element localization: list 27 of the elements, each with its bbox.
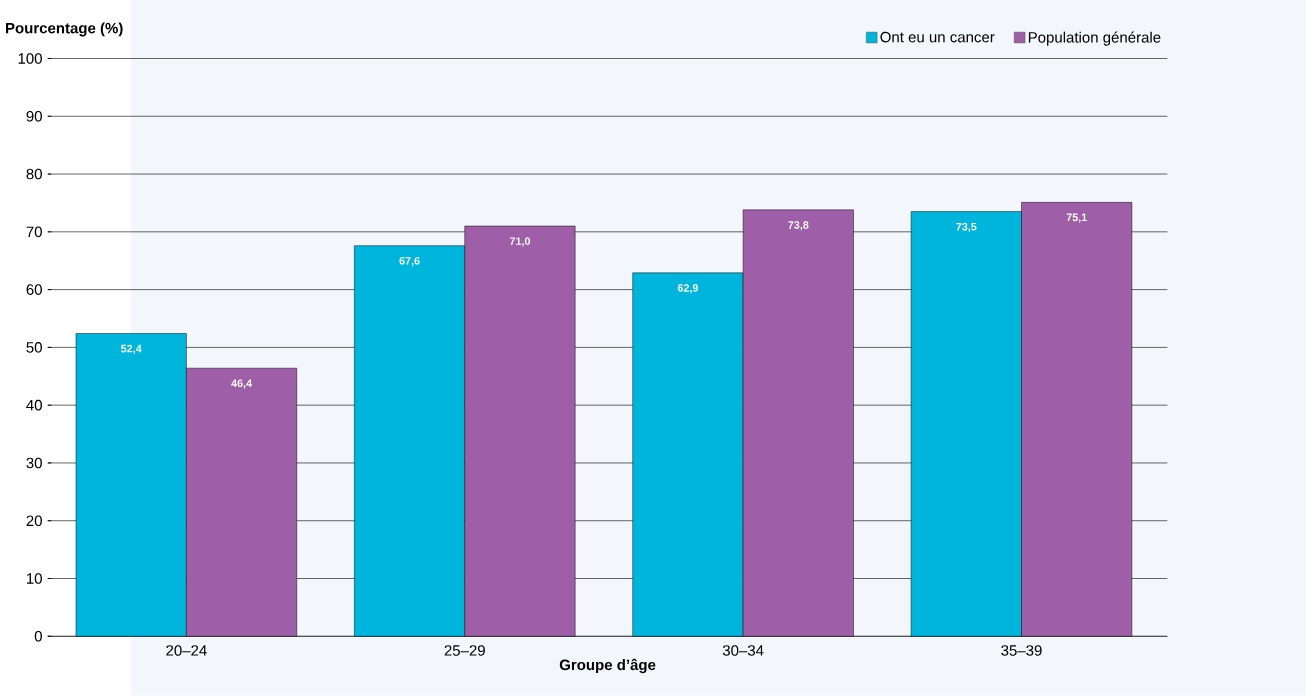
data-label: 46,4: [231, 379, 253, 389]
y-tick-label: 60: [26, 284, 42, 296]
x-axis-title: Groupe d’âge: [559, 658, 656, 674]
data-label: 52,4: [121, 344, 142, 355]
x-tick-label: 30–34: [722, 645, 764, 656]
y-axis-title: Pourcentage (%): [6, 22, 123, 37]
y-tick-label: 40: [26, 400, 42, 411]
data-label: 67,6: [399, 257, 420, 267]
y-tick-label: 0: [34, 631, 42, 642]
y-tick-label: 10: [26, 573, 42, 584]
data-label: 73,5: [956, 222, 977, 233]
data-label: 62,9: [677, 284, 699, 294]
legend-label: Population générale: [1028, 31, 1161, 46]
legend-label: Ont eu un cancer: [880, 31, 995, 43]
x-tick-label: 20–24: [166, 645, 207, 656]
y-tick-label: 20: [26, 515, 42, 527]
x-tick-label: 25–29: [444, 645, 485, 656]
y-tick-label: 70: [26, 226, 42, 238]
data-label: 73,8: [788, 221, 809, 231]
y-tick-label: 90: [26, 111, 42, 122]
y-tick-label: 100: [18, 53, 42, 64]
data-label: 71,0: [509, 237, 531, 247]
data-label: 75,1: [1066, 213, 1087, 223]
x-tick-label: 35–39: [1001, 645, 1042, 656]
y-tick-label: 80: [26, 168, 42, 180]
y-tick-label: 50: [26, 342, 42, 353]
y-tick-label: 30: [26, 457, 42, 469]
